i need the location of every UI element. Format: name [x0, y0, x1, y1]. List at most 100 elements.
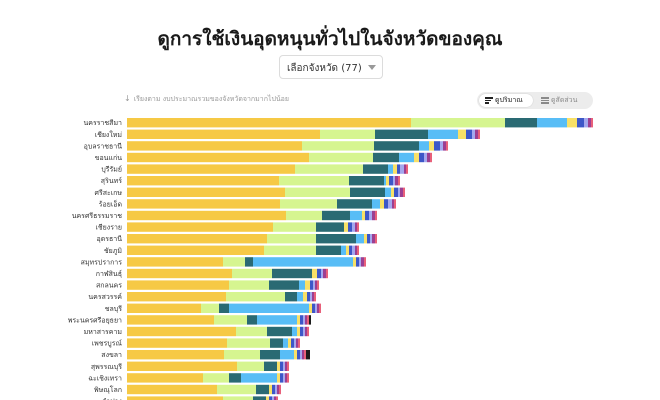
bar-segment[interactable]: [314, 292, 316, 302]
bar-segment[interactable]: [232, 268, 272, 279]
bar-segment[interactable]: [588, 118, 591, 128]
province-select[interactable]: เลือกจังหวัด (77): [279, 55, 383, 79]
bar-segment[interactable]: [350, 210, 362, 221]
bar-segment[interactable]: [288, 338, 291, 348]
bar-segment[interactable]: [429, 141, 434, 151]
bar-segment[interactable]: [312, 268, 317, 279]
bar-segment[interactable]: [283, 338, 288, 348]
bar-segment[interactable]: [280, 350, 294, 360]
bar-segment[interactable]: [505, 118, 537, 128]
bar-segment[interactable]: [434, 141, 440, 151]
bar-segment[interactable]: [127, 338, 227, 348]
bar-segment[interactable]: [384, 176, 386, 186]
bar-segment[interactable]: [269, 396, 272, 400]
bar-segment[interactable]: [296, 338, 298, 348]
bar-segment[interactable]: [300, 326, 303, 337]
bar-segment[interactable]: [302, 141, 374, 151]
bar-segment[interactable]: [400, 164, 404, 174]
bar-segment[interactable]: [414, 152, 419, 163]
bar-segment[interactable]: [392, 199, 394, 209]
bar-segment[interactable]: [127, 280, 229, 290]
bar-segment[interactable]: [367, 234, 370, 244]
bar-segment[interactable]: [127, 268, 232, 279]
bar-segment[interactable]: [356, 234, 364, 244]
bar-segment[interactable]: [127, 257, 223, 267]
bar-segment[interactable]: [127, 129, 320, 139]
bar-segment[interactable]: [591, 118, 593, 128]
bar-segment[interactable]: [359, 257, 361, 267]
bar-segment[interactable]: [305, 326, 307, 337]
bar-segment[interactable]: [219, 303, 229, 313]
bar-segment[interactable]: [280, 361, 283, 371]
bar-segment[interactable]: [214, 315, 247, 325]
bar-segment[interactable]: [127, 210, 286, 221]
bar-segment[interactable]: [394, 199, 396, 209]
bar-segment[interactable]: [127, 234, 267, 244]
bar-segment[interactable]: [443, 141, 446, 151]
bar-segment[interactable]: [307, 292, 310, 302]
bar-segment[interactable]: [303, 292, 307, 302]
bar-segment[interactable]: [458, 129, 466, 139]
bar-segment[interactable]: [285, 187, 350, 197]
bar-segment[interactable]: [404, 164, 406, 174]
bar-segment[interactable]: [419, 141, 429, 151]
bar-segment[interactable]: [398, 176, 400, 186]
bar-segment[interactable]: [127, 222, 273, 232]
bar-segment[interactable]: [315, 280, 317, 290]
bar-segment[interactable]: [317, 280, 319, 290]
bar-segment[interactable]: [397, 164, 400, 174]
bar-segment[interactable]: [223, 396, 253, 400]
bar-segment[interactable]: [127, 326, 236, 337]
bar-segment[interactable]: [226, 292, 285, 302]
bar-segment[interactable]: [348, 222, 352, 232]
bar-segment[interactable]: [306, 350, 310, 360]
bar-segment[interactable]: [286, 210, 322, 221]
bar-segment[interactable]: [352, 222, 355, 232]
bar-segment[interactable]: [291, 338, 294, 348]
bar-segment[interactable]: [384, 199, 388, 209]
bar-segment[interactable]: [322, 210, 350, 221]
bar-segment[interactable]: [317, 303, 319, 313]
bar-segment[interactable]: [269, 384, 272, 395]
bar-segment[interactable]: [127, 176, 279, 186]
bar-segment[interactable]: [385, 187, 391, 197]
bar-segment[interactable]: [297, 326, 300, 337]
bar-segment[interactable]: [372, 199, 380, 209]
bar-segment[interactable]: [577, 118, 584, 128]
bar-segment[interactable]: [400, 187, 403, 197]
bar-segment[interactable]: [427, 152, 430, 163]
bar-segment[interactable]: [388, 164, 393, 174]
bar-segment[interactable]: [305, 280, 310, 290]
bar-segment[interactable]: [272, 268, 312, 279]
bar-segment[interactable]: [260, 350, 280, 360]
bar-segment[interactable]: [375, 234, 377, 244]
bar-segment[interactable]: [472, 129, 475, 139]
bar-segment[interactable]: [312, 303, 315, 313]
bar-segment[interactable]: [294, 350, 297, 360]
bar-segment[interactable]: [440, 141, 443, 151]
bar-segment[interactable]: [389, 176, 393, 186]
bar-segment[interactable]: [352, 245, 355, 255]
bar-segment[interactable]: [337, 199, 372, 209]
bar-segment[interactable]: [279, 176, 349, 186]
bar-segment[interactable]: [567, 118, 577, 128]
bar-segment[interactable]: [326, 268, 328, 279]
bar-segment[interactable]: [411, 118, 505, 128]
bar-segment[interactable]: [424, 152, 427, 163]
bar-segment[interactable]: [270, 338, 283, 348]
bar-segment[interactable]: [395, 176, 398, 186]
bar-segment[interactable]: [285, 373, 287, 383]
bar-segment[interactable]: [280, 199, 337, 209]
bar-segment[interactable]: [245, 257, 253, 267]
bar-segment[interactable]: [247, 315, 257, 325]
bar-segment[interactable]: [316, 234, 356, 244]
bar-segment[interactable]: [375, 210, 377, 221]
bar-segment[interactable]: [280, 373, 283, 383]
bar-segment[interactable]: [127, 245, 264, 255]
bar-segment[interactable]: [303, 315, 305, 325]
bar-segment[interactable]: [357, 222, 359, 232]
bar-segment[interactable]: [277, 373, 280, 383]
bar-segment[interactable]: [299, 280, 305, 290]
bar-segment[interactable]: [364, 234, 367, 244]
bar-segment[interactable]: [305, 315, 307, 325]
